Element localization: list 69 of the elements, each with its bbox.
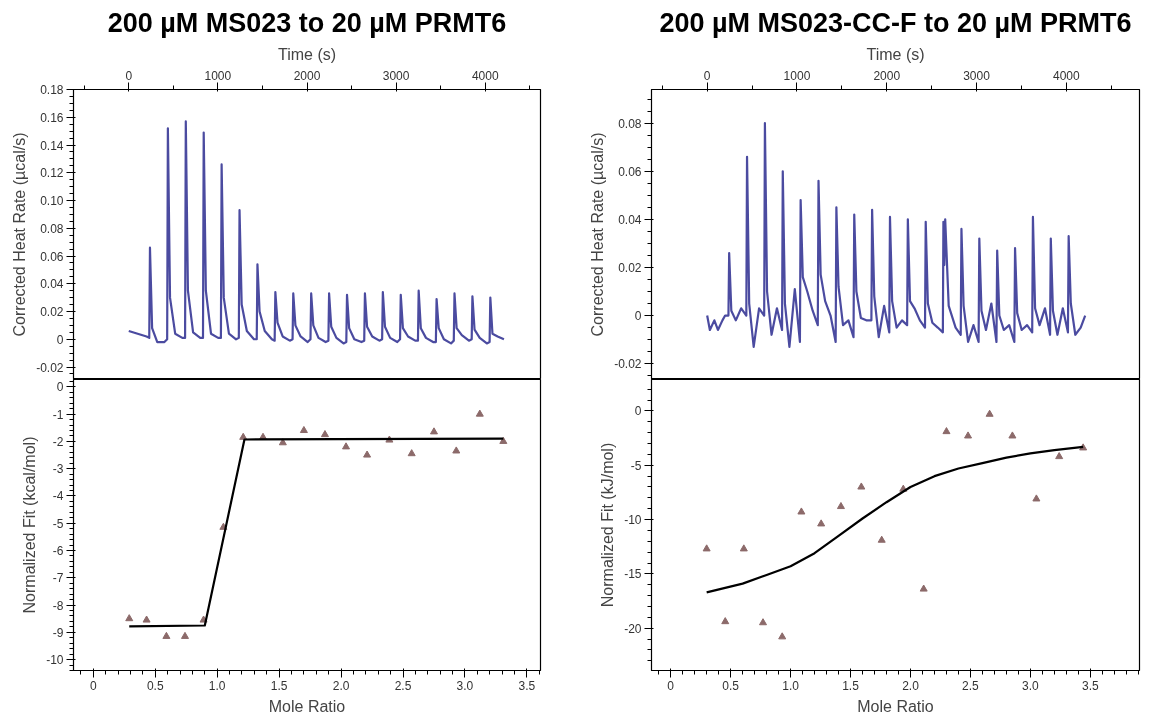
- x-tick-label: 3.0: [1022, 678, 1040, 693]
- y-tick-label: 0: [56, 332, 64, 347]
- y-tick-label: 0.02: [618, 260, 642, 275]
- y-tick-label: 0: [56, 380, 64, 395]
- y-tick-label: -2: [52, 434, 64, 449]
- x-tick-label: 3000: [382, 68, 410, 83]
- y-tick-label: -5: [630, 458, 642, 473]
- x-axis-title: Mole Ratio: [268, 697, 346, 714]
- y-axis-title: Corrected Heat Rate (µcal/s): [589, 132, 607, 337]
- x-tick-label: 0: [89, 678, 97, 693]
- x-tick-label: 3.5: [518, 678, 536, 693]
- x-tick-label: 1000: [783, 68, 811, 83]
- y-tick-label: -5: [52, 516, 64, 531]
- y-tick-label: -7: [52, 571, 64, 586]
- x-tick-label: 3.5: [1082, 678, 1100, 693]
- y-tick-label: 0.06: [40, 249, 64, 264]
- x-tick-label: 2000: [293, 68, 321, 83]
- x-tick-label: 1.5: [270, 678, 288, 693]
- y-tick-label: 0.04: [618, 212, 642, 227]
- x-tick-label: 2000: [873, 68, 901, 83]
- y-tick-label: -8: [52, 598, 64, 613]
- y-tick-label: -10: [624, 513, 642, 528]
- y-tick-label: 0.02: [40, 305, 64, 320]
- x-tick-label: 0: [703, 68, 711, 83]
- y-tick-label: -10: [46, 653, 64, 668]
- y-tick-label: 0.12: [40, 166, 64, 181]
- y-tick-label: 0.14: [40, 138, 64, 153]
- y-tick-label: 0.06: [618, 164, 642, 179]
- x-tick-label: 1.0: [208, 678, 226, 693]
- y-tick-label: 0: [634, 309, 642, 324]
- x-tick-label: 1.5: [842, 678, 860, 693]
- y-tick-label: 0.18: [40, 83, 64, 97]
- y-tick-label: 0.10: [40, 194, 64, 208]
- y-tick-label: 0.08: [618, 116, 642, 131]
- y-tick-label: -4: [52, 489, 64, 504]
- y-tick-label: 0.04: [40, 277, 64, 292]
- y-tick-label: -3: [52, 462, 64, 477]
- y-axis-title: Normalized Fit (kJ/mol): [599, 442, 617, 608]
- x-tick-label: 4000: [1052, 68, 1080, 83]
- y-tick-label: 0.08: [40, 221, 64, 236]
- x-tick-label: 4000: [471, 68, 499, 83]
- x-tick-label: 2.5: [962, 678, 980, 693]
- y-tick-label: -6: [52, 544, 64, 558]
- y-tick-label: -15: [624, 567, 642, 582]
- chart-title: 200 µM MS023 to 20 µM PRMT6: [107, 7, 507, 38]
- x-tick-label: 2.0: [902, 678, 920, 693]
- x-axis-title: Time (s): [277, 45, 337, 63]
- x-tick-label: 0: [125, 68, 133, 83]
- y-axis-title: Normalized Fit (kcal/mol): [21, 436, 39, 614]
- x-tick-label: 3000: [963, 68, 991, 83]
- y-axis-title: Corrected Heat Rate (µcal/s): [11, 132, 29, 337]
- y-tick-label: -1: [52, 407, 64, 422]
- y-tick-label: -20: [624, 621, 642, 636]
- x-tick-label: 2.5: [394, 678, 412, 693]
- x-tick-label: 1000: [204, 68, 232, 83]
- x-tick-label: 1.0: [782, 678, 800, 693]
- y-tick-label: -0.02: [614, 357, 642, 372]
- x-tick-label: 0.5: [146, 678, 164, 693]
- x-tick-label: 2.0: [332, 678, 350, 693]
- y-tick-label: 0.16: [40, 110, 64, 125]
- y-tick-label: -0.02: [36, 360, 64, 375]
- y-tick-label: -9: [52, 625, 64, 640]
- x-axis-title: Mole Ratio: [857, 697, 934, 714]
- x-tick-label: 0: [667, 678, 675, 693]
- y-tick-label: 0: [634, 404, 642, 419]
- x-tick-label: 0.5: [722, 678, 740, 693]
- x-tick-label: 3.0: [456, 678, 474, 693]
- x-axis-title: Time (s): [866, 45, 925, 63]
- chart-title: 200 µM MS023-CC-F to 20 µM PRMT6: [659, 7, 1132, 38]
